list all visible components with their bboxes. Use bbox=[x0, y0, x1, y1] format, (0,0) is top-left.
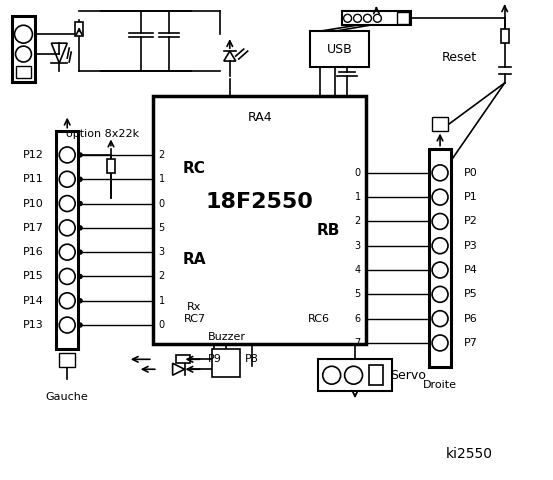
Text: P6: P6 bbox=[464, 313, 478, 324]
Text: ki2550: ki2550 bbox=[445, 447, 492, 461]
Text: P9: P9 bbox=[207, 354, 221, 364]
Text: P12: P12 bbox=[23, 150, 43, 160]
Text: USB: USB bbox=[327, 43, 352, 56]
Circle shape bbox=[78, 226, 82, 230]
Text: P7: P7 bbox=[464, 338, 478, 348]
Text: Gauche: Gauche bbox=[46, 392, 88, 402]
Text: P15: P15 bbox=[23, 272, 43, 281]
Text: 2: 2 bbox=[159, 272, 165, 281]
Text: P11: P11 bbox=[23, 174, 43, 184]
Circle shape bbox=[78, 275, 82, 278]
Bar bbox=[153, 96, 367, 344]
Text: P3: P3 bbox=[464, 241, 478, 251]
Bar bbox=[397, 12, 409, 24]
Text: Reset: Reset bbox=[442, 50, 477, 63]
Circle shape bbox=[78, 299, 82, 303]
Bar bbox=[75, 22, 83, 36]
Bar bbox=[432, 117, 448, 131]
Text: 2: 2 bbox=[159, 150, 165, 160]
Text: 0: 0 bbox=[159, 199, 165, 208]
Text: 1: 1 bbox=[159, 174, 165, 184]
Text: 5: 5 bbox=[159, 223, 165, 233]
Bar bbox=[176, 355, 190, 363]
Bar bbox=[212, 349, 240, 377]
Text: RC7: RC7 bbox=[184, 313, 206, 324]
Text: 4: 4 bbox=[354, 265, 361, 275]
Circle shape bbox=[78, 323, 82, 327]
Text: 0: 0 bbox=[354, 168, 361, 178]
Text: P10: P10 bbox=[23, 199, 43, 208]
Text: RC: RC bbox=[183, 161, 206, 176]
Text: Droite: Droite bbox=[423, 380, 457, 390]
Bar bbox=[107, 159, 115, 173]
Text: 18F2550: 18F2550 bbox=[206, 192, 314, 212]
Text: P16: P16 bbox=[23, 247, 43, 257]
Text: Rx: Rx bbox=[187, 301, 202, 312]
Text: P4: P4 bbox=[464, 265, 478, 275]
Text: Buzzer: Buzzer bbox=[208, 333, 246, 342]
Text: P5: P5 bbox=[464, 289, 478, 300]
Bar bbox=[12, 16, 35, 82]
Text: 1: 1 bbox=[159, 296, 165, 306]
Bar bbox=[310, 31, 369, 67]
Bar bbox=[500, 29, 509, 43]
Text: 0: 0 bbox=[159, 320, 165, 330]
Bar bbox=[56, 131, 78, 349]
Bar bbox=[15, 66, 32, 78]
Text: option 8x22k: option 8x22k bbox=[66, 129, 139, 139]
Circle shape bbox=[78, 250, 82, 254]
Text: 1: 1 bbox=[354, 192, 361, 202]
Text: RB: RB bbox=[317, 223, 341, 238]
Bar bbox=[342, 12, 411, 25]
Text: Servo: Servo bbox=[390, 369, 426, 382]
Text: P8: P8 bbox=[245, 354, 259, 364]
Circle shape bbox=[78, 177, 82, 181]
Text: P1: P1 bbox=[464, 192, 478, 202]
Text: 3: 3 bbox=[354, 241, 361, 251]
Text: RA4: RA4 bbox=[247, 111, 272, 124]
Bar bbox=[429, 148, 451, 367]
Text: P0: P0 bbox=[464, 168, 478, 178]
Bar bbox=[369, 365, 383, 385]
Text: P14: P14 bbox=[23, 296, 43, 306]
Text: 5: 5 bbox=[354, 289, 361, 300]
Text: P13: P13 bbox=[23, 320, 43, 330]
Text: 6: 6 bbox=[354, 313, 361, 324]
Bar bbox=[318, 360, 392, 391]
Text: P2: P2 bbox=[464, 216, 478, 227]
Text: 3: 3 bbox=[159, 247, 165, 257]
Circle shape bbox=[78, 202, 82, 205]
Text: RA: RA bbox=[182, 252, 206, 267]
Text: 7: 7 bbox=[354, 338, 361, 348]
Circle shape bbox=[78, 153, 82, 157]
Bar bbox=[59, 353, 75, 367]
Text: RC6: RC6 bbox=[308, 313, 330, 324]
Text: P17: P17 bbox=[23, 223, 43, 233]
Text: 2: 2 bbox=[354, 216, 361, 227]
